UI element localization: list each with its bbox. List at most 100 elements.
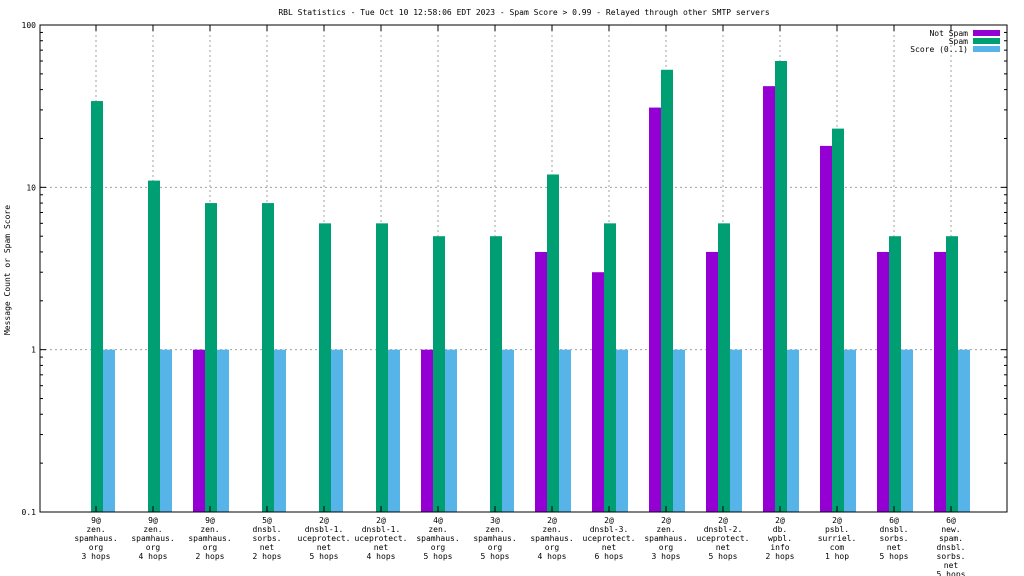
- x-tick-label-line: 3 hops: [82, 552, 111, 561]
- bar-not-spam: [934, 251, 946, 513]
- x-tick-label: 2@ psbl. surriel. com 1 hop: [818, 516, 857, 561]
- bar-score-0-1: [844, 349, 856, 512]
- x-tick-label-line: spamhaus.: [416, 534, 459, 543]
- x-tick-label-line: zen.: [428, 525, 447, 534]
- bar-score-0-1: [730, 349, 742, 512]
- x-tick-label-line: surriel.: [818, 534, 857, 543]
- legend-swatch: [973, 46, 1000, 52]
- x-tick-label-line: 5 hops: [310, 552, 339, 561]
- bar-spam: [946, 236, 958, 512]
- bar-score-0-1: [217, 349, 229, 512]
- x-tick-label-line: spamhaus.: [530, 534, 573, 543]
- x-tick-label-line: org: [545, 543, 560, 552]
- x-tick-label-line: net: [944, 561, 959, 570]
- legend-label: Spam: [949, 37, 968, 46]
- bar-score-0-1: [274, 349, 286, 512]
- x-tick-label-line: zen.: [542, 525, 561, 534]
- bar-spam: [376, 223, 388, 512]
- x-tick-label-line: 2 hops: [253, 552, 282, 561]
- x-tick-label-line: 9@: [148, 516, 158, 525]
- legend-label: Score (0..1): [910, 45, 968, 54]
- x-tick-label-line: net: [260, 543, 275, 552]
- x-tick-label-line: 2@: [319, 516, 329, 525]
- x-tick-label-line: 5 hops: [481, 552, 510, 561]
- x-tick-label-line: 2@: [547, 516, 557, 525]
- x-tick-label-line: 4 hops: [139, 552, 168, 561]
- x-tick-label-line: 9@: [91, 516, 101, 525]
- x-tick-label-line: 5 hops: [880, 552, 909, 561]
- bar-not-spam: [877, 251, 889, 513]
- x-tick-label-line: dnsbl-3.: [590, 525, 629, 534]
- x-tick-label: 6@ new. spam. dnsbl. sorbs. net 5 hops: [937, 516, 966, 576]
- bar-score-0-1: [787, 349, 799, 512]
- x-tick-label-line: 5 hops: [709, 552, 738, 561]
- bar-score-0-1: [559, 349, 571, 512]
- x-tick-label-line: 6@: [889, 516, 899, 525]
- x-tick-label: 2@ dnsbl-3. uceprotect. net 6 hops: [583, 516, 636, 561]
- bar-spam: [205, 203, 217, 512]
- bar-score-0-1: [331, 349, 343, 512]
- x-tick-label-line: spamhaus.: [188, 534, 231, 543]
- x-tick-label-line: org: [488, 543, 503, 552]
- x-tick-label-line: db.: [773, 525, 787, 534]
- bar-not-spam: [592, 272, 604, 512]
- x-tick-label-line: spamhaus.: [473, 534, 516, 543]
- x-tick-label-line: spamhaus.: [74, 534, 117, 543]
- legend-label: Not Spam: [929, 29, 968, 38]
- x-tick-label-line: 3@: [490, 516, 500, 525]
- x-tick-label-line: wpbl.: [768, 534, 792, 543]
- bar-spam: [490, 236, 502, 512]
- bar-not-spam: [421, 349, 433, 512]
- x-tick-label: 2@ db. wpbl. info 2 hops: [766, 516, 795, 561]
- x-tick-label-line: sorbs.: [880, 534, 909, 543]
- x-tick-label-line: dnsbl.: [253, 525, 282, 534]
- y-tick-label: 1: [31, 346, 36, 355]
- x-tick-label-line: net: [716, 543, 731, 552]
- bar-not-spam: [763, 86, 775, 513]
- x-tick-label-line: zen.: [143, 525, 162, 534]
- bar-score-0-1: [103, 349, 115, 512]
- x-tick-label-line: 6 hops: [595, 552, 624, 561]
- x-tick-label: 2@ dnsbl-1. uceprotect. net 4 hops: [355, 516, 408, 561]
- x-tick-label-line: zen.: [86, 525, 105, 534]
- x-tick-label: 2@ zen. spamhaus. org 3 hops: [644, 516, 687, 561]
- x-tick-label: 6@ dnsbl. sorbs. net 5 hops: [880, 516, 909, 561]
- x-tick-label-line: dnsbl-1.: [362, 525, 401, 534]
- x-tick-label-line: 2@: [832, 516, 842, 525]
- x-tick-label-line: spam.: [939, 534, 963, 543]
- x-tick-label-line: dnsbl-1.: [305, 525, 344, 534]
- bar-score-0-1: [958, 349, 970, 512]
- bar-spam: [148, 180, 160, 512]
- chart-title: RBL Statistics - Tue Oct 10 12:58:06 EDT…: [278, 8, 769, 17]
- y-tick-label: 0.1: [22, 508, 37, 517]
- bar-score-0-1: [502, 349, 514, 512]
- bar-not-spam: [820, 145, 832, 512]
- x-tick-label-line: 2 hops: [196, 552, 225, 561]
- bar-not-spam: [535, 251, 547, 513]
- x-tick-label-line: 2@: [376, 516, 386, 525]
- bars: [91, 61, 970, 513]
- x-tick-label-line: dnsbl.: [880, 525, 909, 534]
- x-tick-label: 9@ zen. spamhaus. org 4 hops: [131, 516, 174, 561]
- x-tick-label-line: spamhaus.: [644, 534, 687, 543]
- x-tick-label-line: dnsbl.: [937, 543, 966, 552]
- x-tick-label-line: spamhaus.: [131, 534, 174, 543]
- x-tick-label-line: 4 hops: [367, 552, 396, 561]
- y-tick-label: 10: [26, 183, 36, 192]
- bar-spam: [889, 236, 901, 512]
- x-tick-label: 9@ zen. spamhaus. org 2 hops: [188, 516, 231, 561]
- bar-score-0-1: [388, 349, 400, 512]
- x-tick-label-line: 4@: [433, 516, 443, 525]
- x-tick-label-line: zen.: [656, 525, 675, 534]
- x-tick-label-line: info: [770, 543, 789, 552]
- x-tick-label-line: 2@: [604, 516, 614, 525]
- bar-spam: [319, 223, 331, 512]
- x-tick-label: 5@ dnsbl. sorbs. net 2 hops: [253, 516, 282, 561]
- plot-frame: [39, 24, 1008, 513]
- x-tick-label-line: zen.: [200, 525, 219, 534]
- legend-swatch: [973, 30, 1000, 36]
- y-axis-label: Message Count or Spam Score: [3, 205, 12, 335]
- x-tick-label: 9@ zen. spamhaus. org 3 hops: [74, 516, 117, 561]
- bar-spam: [661, 69, 673, 512]
